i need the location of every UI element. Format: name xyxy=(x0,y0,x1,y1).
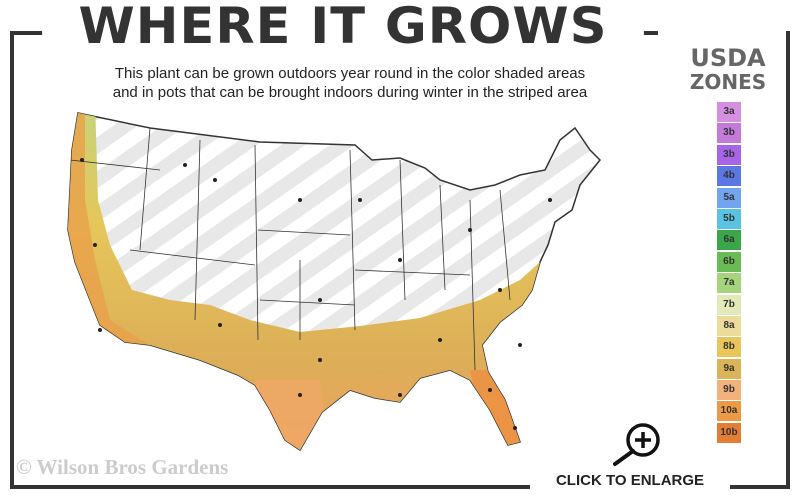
legend-zone-5a: 5a xyxy=(717,187,741,208)
legend-zone-9b: 9b xyxy=(717,380,741,401)
legend-title-line-2: ZONES xyxy=(689,70,767,94)
city-dots xyxy=(80,158,552,430)
legend-zone-3b: 3b xyxy=(717,123,741,144)
legend-title-line-1: USDA xyxy=(690,44,766,72)
frame-bottom-right xyxy=(730,485,790,489)
subtitle-line-2: and in pots that can be brought indoors … xyxy=(112,84,588,101)
frame-top-right xyxy=(640,31,658,35)
subtitle: This plant can be grown outdoors year ro… xyxy=(40,64,660,102)
frame-right xyxy=(786,31,790,489)
legend-zone-3a: 3a xyxy=(717,102,741,122)
zoom-in-magnifier-icon xyxy=(613,423,660,466)
legend-zone-3b: 3b xyxy=(717,144,741,165)
enlarge-label: CLICK TO ENLARGE xyxy=(555,472,705,489)
subtitle-line-1: This plant can be grown outdoors year ro… xyxy=(114,65,586,82)
frame-bottom-left xyxy=(10,485,530,489)
legend-zone-9a: 9a xyxy=(717,358,741,379)
legend-zone-5b: 5b xyxy=(717,208,741,229)
legend-zone-8b: 8b xyxy=(717,337,741,358)
frame-top-left xyxy=(10,31,46,35)
legend-zone-10a: 10a xyxy=(717,401,741,422)
legend-zone-8a: 8a xyxy=(717,315,741,336)
legend-zone-6b: 6b xyxy=(717,251,741,272)
copyright-watermark: © Wilson Bros Gardens xyxy=(16,455,229,479)
frame-left xyxy=(10,31,14,489)
state-borders xyxy=(69,127,511,371)
legend-zone-4b: 4b xyxy=(717,166,741,187)
legend-zone-7a: 7a xyxy=(717,273,741,294)
legend-title: USDA ZONES xyxy=(678,46,778,94)
legend-zone-10b: 10b xyxy=(717,422,741,443)
legend-zone-6a: 6a xyxy=(717,230,741,251)
legend-zone-7b: 7b xyxy=(717,294,741,315)
page-title: WHERE IT GROWS xyxy=(42,0,644,56)
usda-zone-legend: 3a 3b 3b 4b 5a 5b 6a 6b 7a 7b 8a 8b 9a 9b 10a 10b xyxy=(717,102,741,444)
